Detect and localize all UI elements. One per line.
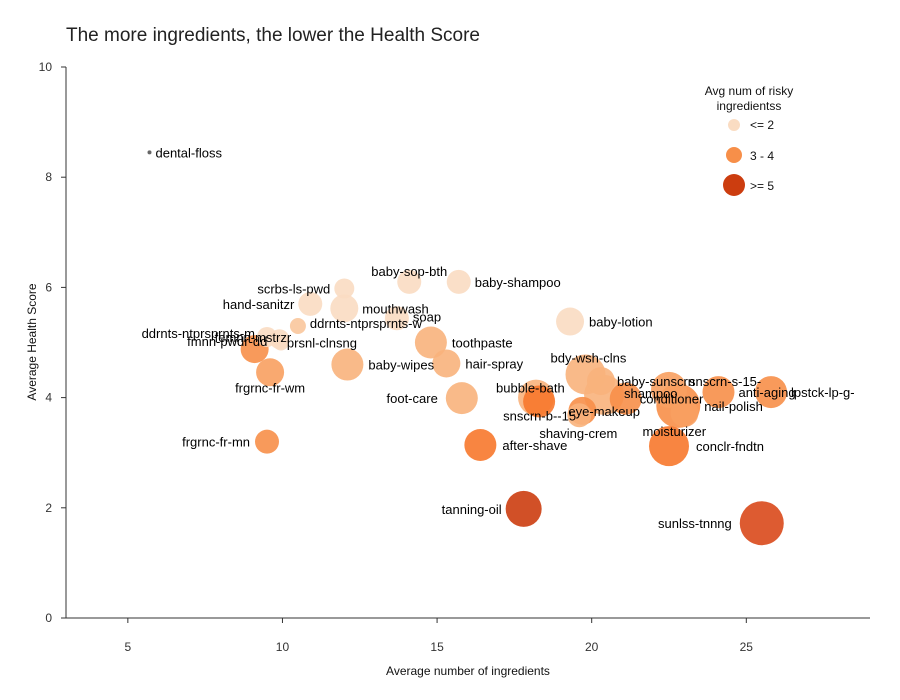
x-tick-label: 15 [430,640,444,654]
data-point-hand-sanitzr [298,291,323,316]
legend-title-line2: ingredientss [717,99,782,113]
data-point-toothpaste [414,326,447,359]
data-labels: dental-floss baby-sop-bth baby-shampoo scrb… [142,145,855,531]
y-tick-label: 2 [45,501,52,515]
chart-title: The more ingredients, the lower the Heal… [66,25,480,46]
data-label-ddrnts-ntprsprnts-w: ddrnts-ntprsprnts-w [310,316,423,331]
data-point-snscrn-b--15 [523,385,556,418]
data-points [147,150,788,546]
legend-label-low: <= 2 [750,118,774,132]
x-tick-label: 10 [276,640,290,654]
data-point-soap [384,306,409,331]
data-label-foot-care: foot-care [387,391,438,406]
data-point-shaving-crem [567,403,592,428]
data-point-sunlss-tnnng [739,501,784,546]
plot-area: 0 2 4 6 8 10 5 10 15 20 25 dental-floss baby-sop-b… [39,60,870,654]
data-point-dental-floss [147,150,152,155]
data-point-baby-shampoo [446,269,471,294]
data-label-tanning-oil: tanning-oil [442,502,502,517]
data-label-lpstck-lp-g-: lpstck-lp-g- [791,385,855,400]
y-axis-label: Average Health Score [25,283,39,401]
x-tick-label: 25 [740,640,754,654]
data-point-baby-sop-bth [397,269,422,294]
data-label-prsnl-clnsng: prsnl-clnsng [287,336,357,351]
data-point-snscrn-s-15- [651,371,687,408]
data-point-mouthwash [330,294,359,323]
data-point-conditioner [609,382,642,415]
data-label-hair-spray: hair-spray [465,356,523,371]
x-tick-label: 5 [125,640,132,654]
data-label-snscrn-b--15: snscrn-b--15 [503,408,576,423]
data-point-frgrnc-fr-wm [256,358,285,387]
data-label-after-shave: after-shave [502,438,567,453]
data-label-frgrnc-fr-mn: frgrnc-fr-mn [182,435,250,450]
data-label-sunlss-tnnng: sunlss-tnnng [658,516,732,531]
data-label-shaving-crem: shaving-crem [539,426,617,441]
y-tick-label: 6 [45,280,52,294]
data-point-lpstck-lp-g- [755,376,788,409]
data-label-baby-wipes: baby-wipes [368,358,434,373]
data-point-baby-sunscrn [586,367,615,396]
x-tick-label: 20 [585,640,599,654]
legend-swatch-low [728,119,740,131]
data-label-frgrnc-fr-wm: frgrnc-fr-wm [235,380,305,395]
data-label-nail-polish: nail-polish [704,399,763,414]
data-label-shampoo: shampoo [624,386,677,401]
data-label-ddrnts-ntprsprnts-m: ddrnts-ntprsprnts-m [142,326,255,341]
y-tick-label: 10 [39,60,53,74]
data-label-snscrn-s-15-: snscrn-s-15- [689,374,761,389]
data-point-foot-care [445,382,478,415]
legend-swatch-high [723,174,745,196]
data-label-hand-sanitzr: hand-sanitzr [223,297,295,312]
data-label-bdy-wsh-clns: bdy-wsh-clns [551,350,627,365]
legend-swatch-mid [726,147,742,163]
data-label-anti-aging: anti-aging [738,385,795,400]
data-label-femnn-mstrzr: femnn-mstrzr [215,330,292,345]
data-label-baby-sunscrn: baby-sunscrn [617,374,695,389]
data-label-scrbs-ls-pwd: scrbs-ls-pwd [257,282,330,297]
legend: Avg num of risky ingredientss <= 2 3 - 4… [705,84,793,196]
data-label-baby-sop-bth: baby-sop-bth [371,264,447,279]
data-label-conclr-fndtn: conclr-fndtn [696,439,764,454]
y-tick-label: 4 [45,391,52,405]
x-axis-label: Average number of ingredients [386,664,550,678]
data-point-frgrnc-fr-mn [255,429,279,454]
data-label-baby-shampoo: baby-shampoo [475,275,561,290]
legend-label-mid: 3 - 4 [750,149,774,163]
legend-label-high: >= 5 [750,179,774,193]
data-label-conditioner: conditioner [640,392,704,407]
data-point-after-shave [464,428,497,461]
data-label-soap: soap [413,309,441,324]
data-point-ddrnts-ntprsprnts-m [257,326,277,347]
y-tick-label: 0 [45,611,52,625]
data-label-fmnn-pwdr-dd: fmnn-pwdr-dd [187,334,267,349]
data-point-tanning-oil [505,490,542,527]
data-point-baby-lotion [556,307,585,336]
y-ticks: 0 2 4 6 8 10 [39,60,66,625]
data-point-scrbs-ls-pwd [334,278,355,299]
data-label-eye-makeup: eye-makeup [568,404,640,419]
data-label-baby-lotion: baby-lotion [589,315,653,330]
data-label-toothpaste: toothpaste [452,336,513,351]
data-point-hair-spray [432,349,461,378]
data-point-moisturizer [670,399,699,428]
data-label-mouthwash: mouthwash [362,301,428,316]
data-point-prsnl-clnsng [272,334,289,351]
legend-title-line1: Avg num of risky [705,84,793,98]
data-point-conclr-fndtn [649,426,689,467]
data-point-ddrnts-ntprsprnts-w [289,317,306,334]
data-label-dental-floss: dental-floss [155,145,222,160]
y-tick-label: 8 [45,170,52,184]
data-label-moisturizer: moisturizer [642,424,706,439]
data-label-bubble-bath: bubble-bath [496,381,565,396]
data-point-baby-wipes [331,348,364,381]
data-point-anti-aging [702,376,735,409]
x-ticks: 5 10 15 20 25 [125,618,754,654]
